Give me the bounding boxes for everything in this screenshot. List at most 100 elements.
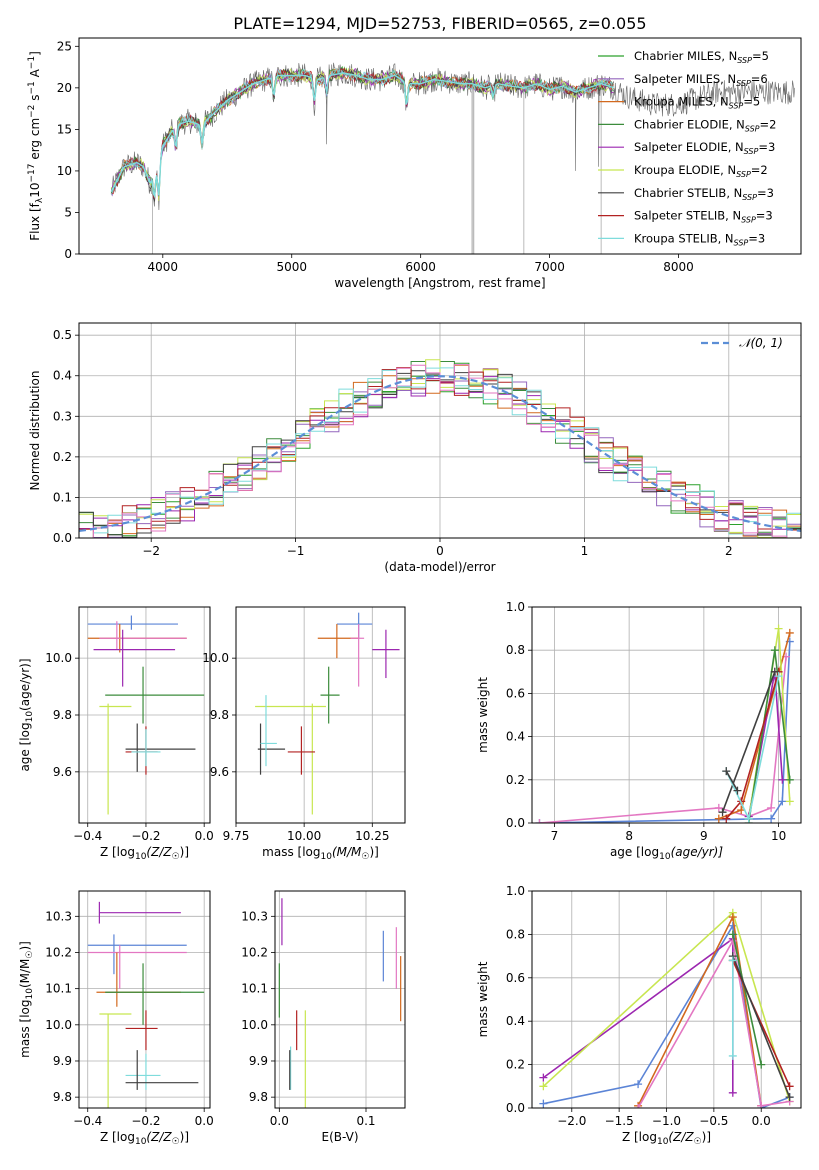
x-tick-label: −0.2 bbox=[131, 1114, 160, 1128]
label-part: 10 bbox=[28, 183, 42, 198]
y-tick-label: 10.3 bbox=[45, 909, 72, 923]
y-tick-label: 10.0 bbox=[241, 1018, 268, 1032]
weight-point-marker bbox=[757, 1101, 766, 1108]
legend-text: Chabrier MILES, N bbox=[634, 49, 737, 63]
label-part: mass [log bbox=[262, 845, 320, 859]
weight-point-marker bbox=[774, 624, 783, 633]
residual-histogram bbox=[79, 364, 801, 538]
legend-subscript: SSP bbox=[741, 216, 756, 225]
y-tick-label: 1.0 bbox=[506, 600, 525, 614]
legend-subscript: SSP bbox=[729, 102, 744, 111]
model-spectrum-line-kroupa-stelib bbox=[110, 72, 614, 199]
label-part: ☉ bbox=[25, 951, 35, 959]
x-tick-label: −0.5 bbox=[699, 1114, 728, 1128]
legend-subscript: SSP bbox=[736, 79, 751, 88]
normal-curve bbox=[79, 375, 801, 532]
y-tick-label: 9.6 bbox=[53, 765, 72, 779]
weight-series-line bbox=[637, 938, 790, 1108]
legend-label: Chabrier STELIB, NSSP=3 bbox=[634, 186, 774, 202]
x-tick-label: −0.4 bbox=[73, 1114, 102, 1128]
y-tick-label: 5 bbox=[64, 205, 72, 219]
y-tick-label: 15 bbox=[57, 122, 72, 136]
y-tick-label: 9.6 bbox=[210, 765, 229, 779]
label-part: ☉ bbox=[361, 852, 369, 862]
legend-label: Kroupa STELIB, NSSP=3 bbox=[634, 231, 765, 247]
y-tick-label: 10.3 bbox=[241, 909, 268, 923]
weight-point-marker bbox=[767, 814, 776, 823]
legend-suffix: =2 bbox=[751, 163, 768, 177]
legend-suffix: =3 bbox=[756, 209, 773, 223]
weight-point-marker bbox=[778, 797, 787, 806]
weight-point-marker bbox=[728, 921, 737, 930]
label-part: (M/M bbox=[332, 845, 362, 859]
weight-point-marker bbox=[728, 930, 737, 939]
weight-series-line bbox=[725, 770, 739, 791]
label-part: (age/yr)] bbox=[671, 845, 724, 859]
residual-histogram bbox=[79, 367, 801, 538]
weight-point-marker bbox=[767, 803, 776, 812]
label-part: λ bbox=[35, 197, 45, 203]
legend-label: 𝒩(0, 1) bbox=[739, 336, 783, 350]
label-part: 10 bbox=[135, 1137, 147, 1147]
weight-point-marker bbox=[774, 672, 783, 681]
legend-label: Salpeter STELIB, NSSP=3 bbox=[634, 209, 773, 225]
y-tick-label: 10.2 bbox=[241, 945, 268, 959]
weight-point-marker bbox=[728, 913, 737, 922]
x-axis-label: mass [log10(M/M☉)] bbox=[262, 845, 379, 862]
weight-point-marker bbox=[785, 775, 794, 784]
weight-point-marker bbox=[744, 814, 753, 823]
weight-point-marker bbox=[722, 767, 731, 776]
weight-point-marker bbox=[718, 808, 727, 817]
label-part: ☉ bbox=[694, 1137, 702, 1147]
weight-point-marker bbox=[757, 1060, 766, 1069]
x-axis-label: Z [log10(Z/Z☉)] bbox=[100, 1130, 189, 1147]
weight-point-marker bbox=[728, 956, 737, 965]
y-tick-label: 9.8 bbox=[53, 1090, 72, 1104]
legend-suffix: =6 bbox=[751, 72, 768, 86]
legend-text: Salpeter STELIB, N bbox=[634, 209, 741, 223]
weight-series-line bbox=[721, 671, 776, 813]
legend-suffix: =2 bbox=[760, 117, 777, 131]
legend-subscript: SSP bbox=[745, 124, 760, 133]
y-axis-label: mass weight bbox=[476, 961, 490, 1037]
y-axis-label: mass [log10(M/M☉)] bbox=[18, 941, 35, 1058]
label-part: Z [log bbox=[100, 1130, 135, 1144]
z-age-panel: −0.4 −0.2 0.09.69.810.0Z [log10(Z/Z☉)]age … bbox=[18, 606, 214, 862]
x-tick-label: 8 bbox=[625, 829, 633, 843]
x-tick-label: 10.00 bbox=[287, 829, 321, 843]
x-tick-label: −2 bbox=[142, 544, 160, 558]
y-tick-label: 0.5 bbox=[53, 328, 72, 342]
legend-suffix: =5 bbox=[743, 95, 760, 109]
legend-subscript: SSP bbox=[737, 56, 752, 65]
plot-area bbox=[255, 612, 400, 815]
y-tick-label: 0.2 bbox=[53, 450, 72, 464]
legend-subscript: SSP bbox=[734, 238, 749, 247]
y-tick-label: 0.2 bbox=[506, 773, 525, 787]
legend-text: Kroupa MILES, N bbox=[634, 95, 729, 109]
label-part: 10 bbox=[25, 988, 35, 1000]
model-spectrum-line bbox=[110, 67, 614, 202]
weight-point-marker bbox=[535, 819, 544, 823]
label-part: mass [log bbox=[18, 1000, 32, 1058]
x-axis-label: wavelength [Angstrom, rest frame] bbox=[334, 276, 545, 290]
weight-point-marker bbox=[785, 1093, 794, 1102]
y-tick-label: 9.8 bbox=[210, 708, 229, 722]
model-spectrum-line bbox=[110, 68, 614, 195]
y-tick-label: 0.0 bbox=[506, 816, 525, 830]
y-tick-label: 9.9 bbox=[249, 1054, 268, 1068]
plot-area bbox=[79, 359, 801, 538]
label-part: Z [log bbox=[622, 1130, 657, 1144]
y-tick-label: 10.0 bbox=[45, 1018, 72, 1032]
plot-area bbox=[535, 624, 794, 823]
weight-point-marker bbox=[733, 786, 742, 795]
label-part: 10 bbox=[659, 852, 671, 862]
weight-series-line bbox=[732, 934, 762, 1065]
x-tick-label: 9.75 bbox=[223, 829, 250, 843]
x-tick-label: 10 bbox=[771, 829, 786, 843]
axes-frame bbox=[78, 890, 211, 1109]
y-tick-label: 10.1 bbox=[45, 982, 72, 996]
legend-text: Salpeter ELODIE, N bbox=[634, 140, 744, 154]
weight-point-marker bbox=[722, 814, 731, 823]
